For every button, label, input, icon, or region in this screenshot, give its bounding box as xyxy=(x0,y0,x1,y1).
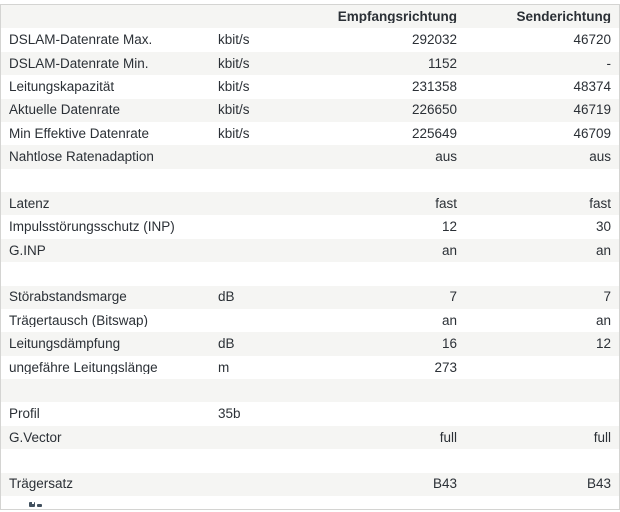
row-tx-value: full xyxy=(593,430,611,445)
row-label: Trägersatz xyxy=(9,477,74,491)
row-rx-value: 273 xyxy=(434,360,457,375)
table-row: DSLAM-Datenrate Min. kbit/s 1152 - xyxy=(1,51,619,76)
row-tx-value: 12 xyxy=(595,337,611,351)
cutoff-glyph-fragment xyxy=(37,504,42,507)
row-unit: kbit/s xyxy=(218,56,250,71)
row-tx-value: 46720 xyxy=(573,33,611,47)
row-rx-value: B43 xyxy=(432,477,457,491)
table-row: Störabstandsmarge dB 7 7 xyxy=(1,285,619,309)
table-row: G.Vector full full xyxy=(1,425,619,450)
row-tx-value: an xyxy=(595,243,611,258)
table-row: Min Effektive Datenrate kbit/s 225649 46709 xyxy=(1,122,619,145)
table-header-row: Empfangsrichtung Senderichtung xyxy=(1,5,619,29)
row-tx-value: 46719 xyxy=(573,103,611,117)
row-unit: dB xyxy=(218,290,235,304)
row-unit: m xyxy=(218,360,230,375)
table-row: ungefähre Leitungslänge m 273 xyxy=(1,356,619,379)
row-label: Impulsstörungsschutz (INP) xyxy=(9,220,175,234)
row-rx-value: 225649 xyxy=(411,126,457,141)
row-unit: kbit/s xyxy=(218,33,250,47)
table-row: Trägersatz B43 B43 xyxy=(1,472,619,496)
row-rx-value: 16 xyxy=(441,337,457,351)
table-row: Latenz fast fast xyxy=(1,192,619,216)
table-row: Profil 35b xyxy=(1,402,619,425)
row-tx-value: aus xyxy=(589,150,611,164)
row-label: DSLAM-Datenrate Max. xyxy=(9,33,153,47)
table-row: Trägertausch (Bitswap) an an xyxy=(1,309,619,332)
row-tx-value: - xyxy=(606,56,612,71)
row-label: G.Vector xyxy=(9,430,62,445)
dsl-info-table: Empfangsrichtung Senderichtung DSLAM-Dat… xyxy=(0,4,620,510)
row-label: Trägertausch (Bitswap) xyxy=(9,313,149,328)
row-tx-value: B43 xyxy=(586,477,611,491)
row-rx-value: 231358 xyxy=(411,80,457,94)
row-tx-value: 48374 xyxy=(573,80,611,94)
row-rx-value: full xyxy=(439,430,457,445)
table-row: Leitungskapazität kbit/s 231358 48374 xyxy=(1,75,619,98)
table-row: DSLAM-Datenrate Max. kbit/s 292032 46720 xyxy=(1,28,619,51)
row-rx-value: 226650 xyxy=(411,103,457,117)
table-row: Nahtlose Ratenadaption aus aus xyxy=(1,145,619,169)
table-row: Impulsstörungsschutz (INP) 12 30 xyxy=(1,215,619,238)
cutoff-glyph-fragment xyxy=(29,502,35,507)
table-row: Aktuelle Datenrate kbit/s 226650 46719 xyxy=(1,98,619,122)
row-rx-value: aus xyxy=(435,150,457,164)
row-label: G.INP xyxy=(9,243,46,258)
row-label: Latenz xyxy=(9,196,50,211)
row-label: Störabstandsmarge xyxy=(9,290,127,304)
table-row: G.INP an an xyxy=(1,238,619,263)
column-header-empfangsrichtung: Empfangsrichtung xyxy=(337,9,457,24)
spacer-row xyxy=(1,449,619,472)
row-tx-value: an xyxy=(595,313,611,328)
row-label: Min Effektive Datenrate xyxy=(9,126,150,141)
next-section-cutoff-text xyxy=(29,502,43,508)
row-rx-value: an xyxy=(441,243,457,258)
spacer-row xyxy=(1,379,619,403)
row-rx-value: fast xyxy=(435,196,457,211)
row-tx-value: fast xyxy=(589,196,611,211)
row-rx-value: 1152 xyxy=(427,56,457,71)
row-rx-value: 7 xyxy=(449,290,457,304)
row-label: Leitungskapazität xyxy=(9,80,115,94)
row-unit: dB xyxy=(218,337,235,351)
table-row: Leitungsdämpfung dB 16 12 xyxy=(1,332,619,356)
spacer-row xyxy=(1,169,619,192)
row-label: Leitungsdämpfung xyxy=(9,337,121,351)
spacer-row xyxy=(1,262,619,285)
row-tx-value: 7 xyxy=(603,290,611,304)
row-unit: kbit/s xyxy=(218,103,250,117)
row-tx-value: 46709 xyxy=(573,126,611,141)
row-rx-value: an xyxy=(441,313,457,328)
row-label: ungefähre Leitungslänge xyxy=(9,360,158,375)
row-unit: kbit/s xyxy=(218,80,250,94)
row-label: DSLAM-Datenrate Min. xyxy=(9,56,149,71)
table-partial-bottom-row xyxy=(1,495,619,509)
row-unit: kbit/s xyxy=(218,126,250,141)
row-rx-value: 292032 xyxy=(411,33,457,47)
row-tx-value: 30 xyxy=(595,220,611,234)
table-body: DSLAM-Datenrate Max. kbit/s 292032 46720 DSL… xyxy=(1,28,619,496)
row-label: Nahtlose Ratenadaption xyxy=(9,150,154,164)
row-unit: 35b xyxy=(218,407,241,421)
row-label: Aktuelle Datenrate xyxy=(9,103,121,117)
column-header-senderichtung: Senderichtung xyxy=(516,9,611,24)
row-rx-value: 12 xyxy=(441,220,457,234)
row-label: Profil xyxy=(9,407,40,421)
